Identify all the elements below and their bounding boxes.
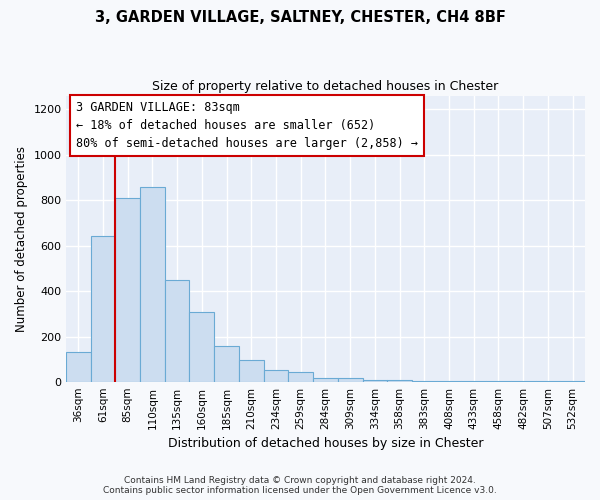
Text: 3 GARDEN VILLAGE: 83sqm
← 18% of detached houses are smaller (652)
80% of semi-d: 3 GARDEN VILLAGE: 83sqm ← 18% of detache… xyxy=(76,102,418,150)
Bar xyxy=(140,186,165,382)
Bar xyxy=(263,370,289,382)
Bar xyxy=(338,378,362,382)
Bar xyxy=(560,381,585,382)
Text: Contains HM Land Registry data © Crown copyright and database right 2024.
Contai: Contains HM Land Registry data © Crown c… xyxy=(103,476,497,495)
Bar xyxy=(66,352,91,382)
X-axis label: Distribution of detached houses by size in Chester: Distribution of detached houses by size … xyxy=(167,437,483,450)
Bar xyxy=(362,380,387,382)
Bar xyxy=(437,381,461,382)
Bar xyxy=(190,312,214,382)
Bar xyxy=(486,381,511,382)
Bar xyxy=(387,380,412,382)
Bar xyxy=(115,198,140,382)
Bar xyxy=(165,280,190,382)
Bar xyxy=(511,381,536,382)
Text: 3, GARDEN VILLAGE, SALTNEY, CHESTER, CH4 8BF: 3, GARDEN VILLAGE, SALTNEY, CHESTER, CH4… xyxy=(95,10,505,25)
Bar xyxy=(289,372,313,382)
Title: Size of property relative to detached houses in Chester: Size of property relative to detached ho… xyxy=(152,80,499,93)
Bar xyxy=(91,236,115,382)
Bar xyxy=(461,381,486,382)
Bar xyxy=(214,346,239,383)
Bar xyxy=(239,360,263,382)
Y-axis label: Number of detached properties: Number of detached properties xyxy=(15,146,28,332)
Bar xyxy=(536,381,560,382)
Bar xyxy=(313,378,338,382)
Bar xyxy=(412,381,437,382)
